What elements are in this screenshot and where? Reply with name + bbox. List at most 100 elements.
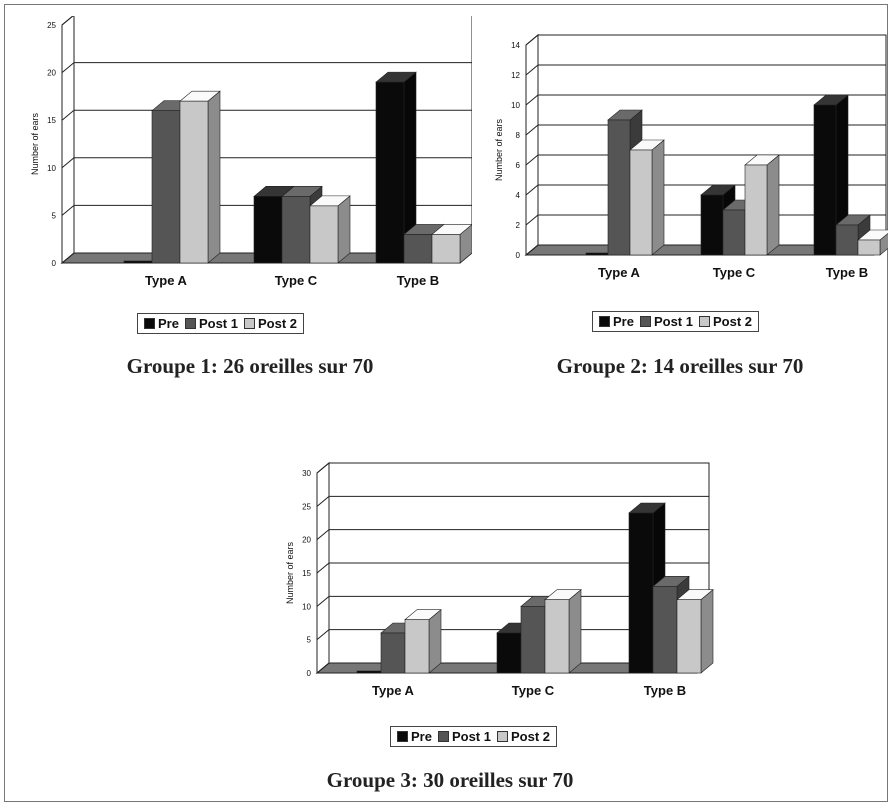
bar-front: [700, 194, 724, 256]
x-tick-label: Type A: [598, 265, 641, 280]
bar: [544, 589, 582, 674]
bar-front: [544, 599, 570, 674]
bar-front: [520, 606, 546, 674]
bar-front: [179, 100, 209, 264]
bar-side: [428, 609, 442, 674]
legend-groupe-1: Pre Post 1 Post 2: [137, 313, 304, 334]
legend-groupe-2: Pre Post 1 Post 2: [592, 311, 759, 332]
chart-groupe-2: 0 2 4 6 8 10 12 14 Number of ears Type A Type C Typ…: [478, 16, 888, 296]
x-tick-label: Type A: [145, 273, 188, 288]
legend-label-post2: Post 2: [510, 729, 550, 744]
legend-item-post2: Post 2: [698, 314, 752, 329]
y-tick-label: 4: [516, 191, 521, 200]
bar-front: [404, 619, 430, 674]
x-tick-label: Type A: [372, 683, 415, 698]
y-tick-label: 30: [302, 469, 311, 478]
bar: [179, 90, 221, 264]
bar: [404, 609, 442, 674]
bar-front: [380, 632, 406, 674]
chart-groupe-3-svg: 0 5 10 15 20 25 30 Number of ears Type A Type C Ty…: [285, 461, 714, 698]
legend-swatch-post2: [496, 731, 508, 742]
y-tick-label: 25: [47, 21, 56, 30]
bar-front: [253, 196, 283, 264]
gridline: [525, 34, 886, 46]
y-tick-label: 10: [511, 101, 520, 110]
legend-label-pre: Pre: [411, 729, 432, 744]
bar-side: [337, 195, 351, 264]
legend-label-post1: Post 1: [451, 729, 491, 744]
bar-front: [496, 632, 522, 674]
y-tick-label: 10: [47, 164, 56, 173]
y-axis-label: Number of ears: [30, 112, 40, 175]
gridline: [525, 64, 886, 76]
bar: [431, 224, 472, 264]
bar: [676, 589, 714, 674]
x-tick-label: Type C: [275, 273, 318, 288]
bar-side: [700, 589, 714, 674]
gridline: [316, 529, 709, 541]
bar: [309, 195, 351, 264]
gridline: [61, 157, 472, 169]
legend-swatch-post1: [184, 318, 196, 329]
gridline: [316, 495, 709, 507]
y-tick-label: 6: [516, 161, 521, 170]
legend-label-post1: Post 1: [198, 316, 238, 331]
gridline: [525, 124, 886, 136]
bar-front: [356, 670, 382, 674]
gridline: [316, 662, 709, 674]
legend-label-post2: Post 2: [712, 314, 752, 329]
chart-groupe-1: 0 5 10 15 20 25 Number of ears Type A Type C Type…: [12, 16, 472, 296]
gridline: [525, 94, 886, 106]
gridline: [316, 462, 709, 474]
bar: [857, 229, 888, 256]
bar: [813, 94, 849, 256]
x-tick-label: Type B: [397, 273, 439, 288]
legend-swatch-pre: [599, 316, 610, 327]
legend-item-post1: Post 1: [437, 729, 491, 744]
bar: [629, 139, 665, 256]
gridline: [316, 595, 709, 607]
legend-swatch-post1: [639, 316, 651, 327]
bar-front: [857, 239, 881, 256]
legend-swatch-pre: [397, 731, 408, 742]
legend-label-post2: Post 2: [257, 316, 297, 331]
gridline: [61, 109, 472, 121]
bar-front: [375, 81, 405, 264]
y-tick-label: 15: [302, 569, 311, 578]
bar-front: [607, 119, 631, 256]
gridline: [61, 62, 472, 73]
legend-item-post1: Post 1: [184, 316, 238, 331]
bar-front: [151, 110, 181, 264]
bar: [123, 260, 153, 264]
x-tick-label: Type C: [713, 265, 756, 280]
y-axis-label: Number of ears: [285, 541, 295, 604]
y-tick-label: 20: [302, 536, 311, 545]
legend-item-pre: Pre: [144, 316, 179, 331]
caption-groupe-3: Groupe 3: 30 oreilles sur 70: [326, 768, 574, 792]
bar-front: [281, 196, 311, 264]
legend-item-post2: Post 2: [496, 729, 550, 744]
x-tick-label: Type B: [644, 683, 686, 698]
caption-groupe-2: Groupe 2: 14 oreilles sur 70: [556, 354, 804, 378]
figure-frame: [4, 4, 888, 802]
bar-front: [629, 149, 653, 256]
y-tick-label: 8: [516, 131, 521, 140]
x-tick-label: Type C: [512, 683, 555, 698]
y-tick-label: 10: [302, 602, 311, 611]
y-tick-label: 0: [516, 251, 521, 260]
bar-side: [651, 139, 665, 256]
y-tick-label: 25: [302, 502, 311, 511]
legend-groupe-3: Pre Post 1 Post 2: [390, 726, 557, 747]
bar-front: [309, 205, 339, 264]
y-tick-label: 5: [307, 636, 312, 645]
bar-front: [652, 586, 678, 674]
chart-groupe-1-svg: 0 5 10 15 20 25 Number of ears Type A Type C Type…: [30, 16, 472, 288]
bar-front: [431, 234, 461, 264]
y-tick-label: 15: [47, 116, 56, 125]
legend-item-post2: Post 2: [243, 316, 297, 331]
bar-front: [835, 224, 859, 256]
y-tick-label: 0: [52, 259, 57, 268]
y-tick-label: 12: [511, 71, 520, 80]
gridline: [316, 562, 709, 574]
legend-label-pre: Pre: [158, 316, 179, 331]
